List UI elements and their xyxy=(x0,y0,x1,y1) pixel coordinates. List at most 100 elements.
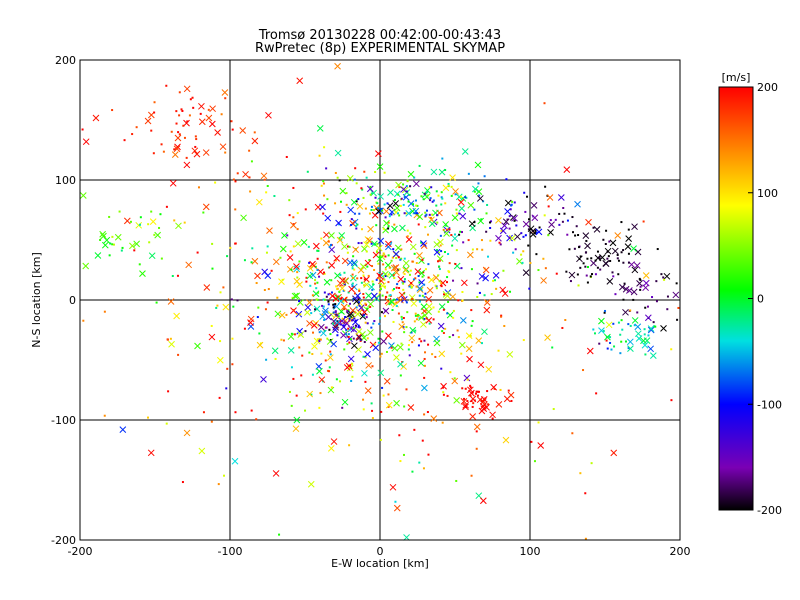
data-point-dot xyxy=(350,379,353,382)
data-point-dot xyxy=(647,334,650,337)
data-point-dot xyxy=(363,170,366,173)
data-point-dot xyxy=(507,389,510,392)
data-point-dot xyxy=(324,359,327,362)
data-point-dot xyxy=(510,204,513,207)
data-point-dot xyxy=(333,305,336,308)
data-point-dot xyxy=(334,303,337,306)
x-tick-label: 100 xyxy=(520,545,541,558)
data-point-dot xyxy=(572,231,575,234)
data-point-cross xyxy=(465,332,473,340)
data-point-dot xyxy=(535,253,538,256)
data-point-dot xyxy=(508,227,511,230)
data-point-cross xyxy=(365,292,372,300)
data-point-dot xyxy=(304,409,307,412)
data-point-cross xyxy=(148,252,156,260)
data-point-dot xyxy=(173,219,176,222)
data-point-cross xyxy=(325,313,332,321)
data-point-dot xyxy=(398,186,401,189)
data-point-dot xyxy=(434,355,437,358)
data-point-cross xyxy=(377,207,384,215)
data-point-dot xyxy=(533,460,536,463)
data-point-dot xyxy=(423,192,426,195)
data-point-dot xyxy=(573,247,576,250)
data-point-dot xyxy=(623,282,626,285)
data-point-cross xyxy=(341,296,348,304)
data-point-cross xyxy=(198,447,206,455)
data-point-dot xyxy=(475,447,478,450)
data-point-dot xyxy=(492,279,495,282)
data-point-dot xyxy=(381,209,384,212)
data-point-dot xyxy=(150,129,153,132)
data-point-dot xyxy=(485,212,488,215)
data-point-dot xyxy=(652,321,655,324)
data-point-dot xyxy=(441,386,444,389)
data-point-dot xyxy=(413,252,416,255)
data-point-dot xyxy=(483,294,486,297)
data-point-dot xyxy=(346,311,349,314)
data-point-dot xyxy=(579,255,582,258)
data-point-dot xyxy=(617,259,620,262)
data-point-dot xyxy=(527,218,530,221)
data-point-dot xyxy=(323,318,326,321)
data-point-cross xyxy=(343,364,351,371)
data-point-dot xyxy=(636,311,639,314)
data-point-dot xyxy=(414,199,417,202)
data-point-dot xyxy=(175,122,178,125)
data-point-cross xyxy=(433,339,441,347)
data-point-cross xyxy=(379,282,386,290)
data-point-dot xyxy=(579,266,582,269)
data-point-dot xyxy=(178,91,181,94)
data-point-dot xyxy=(346,251,349,254)
data-point-cross xyxy=(313,305,321,313)
data-point-dot xyxy=(607,255,610,258)
data-point-dot xyxy=(374,196,377,199)
data-point-dot xyxy=(473,208,476,211)
data-point-cross xyxy=(663,272,671,280)
data-point-dot xyxy=(138,223,141,226)
data-point-dot xyxy=(279,256,282,259)
data-point-cross xyxy=(103,236,111,244)
data-point-dot xyxy=(323,272,326,275)
data-point-dot xyxy=(153,101,156,104)
data-point-cross xyxy=(511,214,518,222)
data-point-dot xyxy=(411,470,414,473)
data-point-cross xyxy=(292,425,300,433)
data-point-dot xyxy=(310,312,313,315)
data-point-dot xyxy=(603,311,606,314)
data-point-dot xyxy=(281,278,284,281)
data-point-dot xyxy=(620,221,623,224)
data-point-dot xyxy=(372,243,375,246)
data-point-cross xyxy=(377,193,384,200)
data-point-dot xyxy=(383,315,386,318)
data-point-cross xyxy=(313,337,321,345)
data-point-dot xyxy=(328,366,331,369)
data-point-dot xyxy=(447,185,450,188)
data-point-cross xyxy=(341,243,348,250)
x-axis-label: E-W location [km] xyxy=(331,557,429,570)
data-point-dot xyxy=(411,297,414,300)
data-point-dot xyxy=(363,341,366,344)
data-point-dot xyxy=(460,267,463,270)
data-point-dot xyxy=(118,210,121,213)
data-point-dot xyxy=(414,314,417,317)
data-point-dot xyxy=(308,261,311,264)
data-point-cross xyxy=(482,274,489,282)
data-point-dot xyxy=(234,411,237,414)
data-point-cross xyxy=(366,237,373,244)
data-point-cross xyxy=(371,292,378,300)
data-point-dot xyxy=(513,201,516,204)
data-point-cross xyxy=(363,276,370,283)
data-point-dot xyxy=(234,242,237,245)
data-point-cross xyxy=(642,272,650,279)
data-point-cross xyxy=(340,331,347,339)
data-point-dot xyxy=(388,294,391,297)
data-point-cross xyxy=(407,404,415,411)
data-point-cross xyxy=(546,194,554,201)
data-point-cross xyxy=(660,325,667,332)
data-point-dot xyxy=(578,257,581,260)
data-point-cross xyxy=(399,224,406,232)
data-point-dot xyxy=(666,308,669,311)
data-point-dot xyxy=(596,250,599,253)
data-point-dot xyxy=(508,215,511,218)
data-point-dot xyxy=(425,190,428,193)
